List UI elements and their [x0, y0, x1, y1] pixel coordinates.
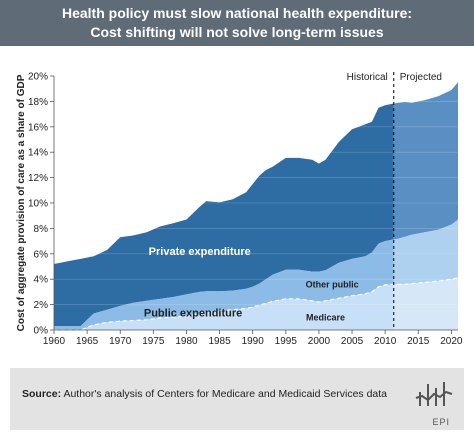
source-text: Author's analysis of Centers for Medicar…: [63, 388, 388, 400]
x-tick-label: 1965: [76, 336, 99, 347]
footer: Source: Author's analysis of Centers for…: [10, 368, 464, 430]
x-tick-label: 1990: [242, 336, 265, 347]
medicare-area-projected: [393, 277, 458, 330]
other-public-label: Other public: [306, 279, 359, 289]
y-tick-label: 4%: [34, 275, 49, 286]
medicare-label: Medicare: [306, 312, 345, 322]
public-expenditure-label: Public expenditure: [144, 308, 242, 320]
x-tick-label: 1995: [275, 336, 298, 347]
y-tick-label: 14%: [28, 148, 48, 159]
y-tick-label: 20%: [28, 72, 48, 83]
x-tick-label: 2010: [374, 336, 397, 347]
medicare-area-historical: [54, 284, 394, 330]
x-tick-label: 2000: [308, 336, 331, 347]
y-gridlines: [54, 75, 458, 305]
other-public-area-projected: [393, 219, 458, 285]
chart: 0% 2% 4% 6% 8% 10% 12% 14% 16% 18% 20% 1960 1965 1970…: [16, 72, 463, 348]
y-tick-label: 8%: [34, 224, 49, 235]
axes: 0% 2% 4% 6% 8% 10% 12% 14% 16% 18% 20% 1960 1965 1970…: [16, 72, 463, 348]
y-tick-label: 12%: [28, 173, 48, 184]
y-tick-label: 18%: [28, 97, 48, 108]
x-tick-label: 2020: [440, 336, 463, 347]
x-tick-label: 1975: [142, 336, 165, 347]
projected-label: Projected: [400, 72, 442, 83]
chart-title-line-2: Cost shifting will not solve long-term i…: [90, 24, 384, 40]
y-tick-label: 0%: [34, 326, 49, 337]
stacked-areas: [54, 82, 459, 331]
chart-annotations: Historical Projected Private expenditure Pu…: [144, 72, 442, 330]
y-tick-label: 6%: [34, 249, 49, 260]
y-tick-label: 2%: [34, 300, 49, 311]
x-tick-label: 1980: [175, 336, 198, 347]
private-expenditure-area-projected: [393, 82, 458, 240]
y-axis-label: Cost of aggregate provision of care as a…: [16, 74, 27, 331]
chart-title-line-1: Health policy must slow national health …: [61, 5, 413, 21]
private-expenditure-label: Private expenditure: [149, 246, 251, 258]
x-tick-label: 2005: [341, 336, 364, 347]
epi-logo-text: EPI: [432, 417, 450, 427]
x-tick-label: 1985: [208, 336, 231, 347]
medicare-boundary-line: [54, 277, 459, 331]
x-tick-label: 1970: [109, 336, 132, 347]
historical-label: Historical: [347, 72, 388, 83]
private-expenditure-area-historical: [54, 103, 394, 327]
source-label: Source:: [22, 388, 62, 400]
x-tick-label: 1960: [43, 336, 66, 347]
other-public-area-historical: [54, 239, 394, 330]
y-tick-label: 16%: [28, 122, 48, 133]
chart-title-banner: Health policy must slow national health …: [0, 0, 474, 46]
x-tick-label: 2015: [407, 336, 430, 347]
source-note: Source: Author's analysis of Centers for…: [22, 388, 387, 400]
epi-logo-icon: [415, 382, 453, 406]
y-tick-label: 10%: [28, 199, 48, 210]
